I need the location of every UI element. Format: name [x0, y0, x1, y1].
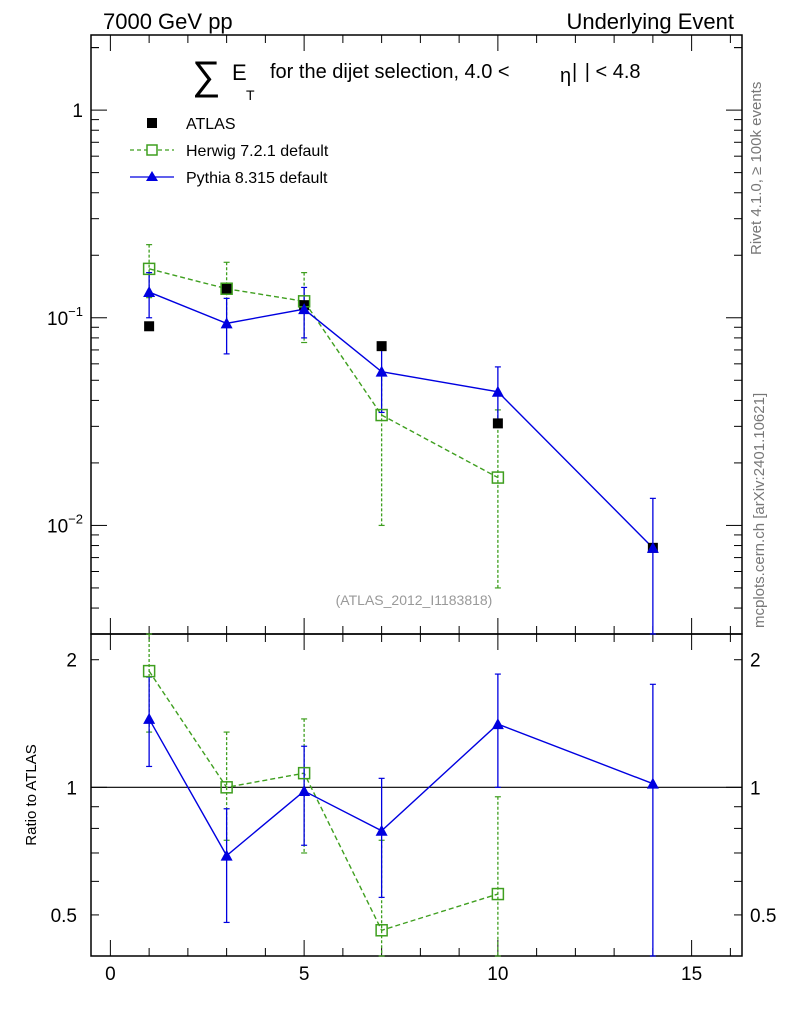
pythia-point	[220, 317, 233, 329]
atlas-point	[221, 283, 232, 294]
chart-title: ∑ E T for the dijet selection, 4.0 < η |…	[192, 54, 641, 103]
pythia-point	[143, 286, 156, 298]
legend-atlas-marker	[147, 118, 157, 128]
title-sum-symbol: ∑	[192, 54, 221, 98]
legend-pythia-marker	[146, 171, 158, 181]
ratio-panel-frame	[90, 633, 743, 957]
pythia-ratio-point	[220, 849, 233, 861]
herwig-ratio-point	[375, 924, 388, 937]
pythia-ratio-point	[375, 824, 388, 836]
pythia-point	[646, 541, 659, 553]
x-tick-label: 0	[105, 964, 116, 985]
title-abs-bar: |	[572, 61, 577, 83]
herwig-ratio-point	[142, 664, 156, 678]
title-text-end: | | < 4.8	[572, 61, 641, 83]
rivet-label: Rivet 4.1.0, ≥ 100k events	[748, 82, 765, 255]
mcplots-label: mcplots.cern.ch [arXiv:2401.10621]	[751, 393, 768, 628]
herwig-ratio-point	[220, 781, 233, 794]
title-e: E	[232, 60, 247, 85]
x-tick-label: 10	[487, 964, 508, 985]
ratio-y-tick-label: 1	[66, 778, 77, 799]
pythia-main-line	[148, 291, 654, 549]
title-text: for the dijet selection, 4.0 <	[270, 61, 510, 83]
pythia-ratio-line	[148, 718, 654, 857]
y-tick-label: 1	[72, 101, 83, 122]
x-tick-label: 15	[681, 964, 702, 985]
header-left: 7000 GeV pp	[103, 9, 233, 34]
legend-herwig-label: Herwig 7.2.1 default	[186, 143, 329, 160]
x-tick-label: 5	[299, 964, 310, 985]
y-tick-label: 10−2	[47, 511, 83, 537]
y-tick-exponent: −2	[68, 511, 83, 526]
data-layer	[142, 244, 659, 957]
y-tick-exponent: −1	[68, 304, 83, 319]
atlas-point	[376, 341, 387, 352]
herwig-main-line	[148, 268, 499, 479]
legend: ATLAS Herwig 7.2.1 default Pythia 8.315 …	[130, 116, 329, 187]
herwig-ratio-point	[297, 766, 311, 780]
analysis-watermark: (ATLAS_2012_I1183818)	[336, 592, 493, 608]
y-tick-base: 10	[47, 309, 68, 330]
ratio-y-tick-label: 0.5	[51, 906, 77, 927]
ratio-y-tick-label-right: 2	[750, 651, 761, 672]
herwig-ratio-point	[491, 887, 505, 901]
herwig-point	[491, 471, 505, 484]
ratio-y-tick-label-right: 0.5	[750, 906, 776, 927]
ratio-y-tick-label-right: 1	[750, 778, 761, 799]
ratio-axis-label: Ratio to ATLAS	[23, 744, 40, 845]
pythia-ratio-point	[143, 712, 156, 724]
header-right: Underlying Event	[566, 9, 734, 34]
pythia-point	[375, 365, 388, 377]
pythia-point	[491, 385, 504, 397]
atlas-point	[492, 418, 503, 429]
pythia-point	[298, 303, 311, 315]
herwig-point	[220, 282, 233, 295]
legend-pythia-label: Pythia 8.315 default	[186, 170, 328, 187]
legend-atlas-label: ATLAS	[186, 116, 236, 133]
atlas-point	[144, 321, 155, 332]
title-subscript: T	[246, 87, 255, 103]
y-tick-label: 10−1	[47, 304, 83, 330]
y-tick-base: 10	[47, 516, 68, 537]
pythia-ratio-point	[491, 718, 504, 730]
herwig-point	[375, 408, 388, 422]
title-eta: η	[560, 65, 571, 87]
ratio-y-tick-label: 2	[66, 651, 77, 672]
pythia-ratio-point	[298, 785, 311, 797]
legend-herwig-marker	[146, 144, 158, 156]
herwig-point	[142, 262, 156, 276]
pythia-ratio-point	[646, 777, 659, 789]
title-text-2: | < 4.8	[585, 61, 641, 83]
